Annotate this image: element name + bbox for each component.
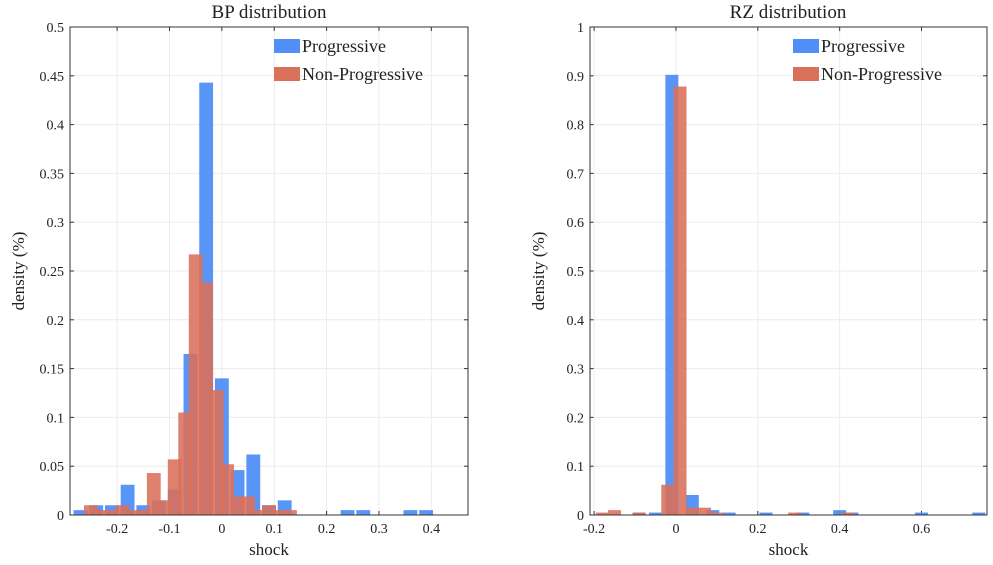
y-tick-label: 0.2 [47, 314, 65, 329]
non-progressive-bar [84, 505, 98, 515]
non-progressive-bar [251, 510, 266, 515]
progressive-bar [73, 510, 88, 515]
non-progressive-series [84, 254, 297, 515]
non-progressive-legend-swatch [793, 67, 819, 81]
progressive-bar [796, 512, 810, 515]
non-progressive-bar [104, 510, 119, 515]
y-axis-label: density (%) [529, 232, 548, 311]
x-tick-label: 0.4 [831, 522, 849, 537]
non-progressive-legend-label: Non-Progressive [302, 64, 423, 84]
progressive-bar [972, 512, 986, 515]
bp-chart: 0 0.05 0.1 0.15 0.2 0.25 0.3 0.35 0.4 0.45 0.5 -0.2… [9, 2, 469, 559]
y-tick-label: 0.25 [40, 265, 65, 280]
x-tick-label: 0 [218, 522, 225, 537]
y-tick-label: 0.3 [567, 363, 585, 378]
x-tick-label: -0.2 [106, 522, 128, 537]
y-tick-label: 0.05 [40, 460, 65, 475]
non-progressive-legend-label: Non-Progressive [821, 64, 942, 84]
non-progressive-bar [209, 390, 224, 515]
y-tick-label: 0.1 [47, 411, 65, 426]
x-axis-label: shock [249, 540, 289, 559]
non-progressive-bar [178, 412, 193, 515]
y-tick-label: 0.2 [567, 411, 585, 426]
non-progressive-bar [698, 507, 712, 515]
non-progressive-bar [199, 282, 214, 515]
y-tick-label: 0 [577, 509, 584, 524]
y-tick-label: 0.15 [40, 363, 65, 378]
rz-chart: 00.10.20.30.40.50.60.70.80.91-0.2 0 0.2 0.4… [529, 2, 988, 559]
non-progressive-bar [595, 512, 609, 515]
y-tick-label: 0.35 [40, 167, 65, 182]
non-progressive-bar [262, 505, 276, 515]
non-progressive-bar [608, 510, 622, 515]
legend: Progressive Non-Progressive [793, 36, 942, 84]
non-progressive-bar [788, 512, 802, 515]
x-tick-label: 0 [672, 522, 679, 537]
non-progressive-bar [115, 505, 130, 515]
non-progressive-bar [661, 484, 675, 515]
non-progressive-bar [632, 512, 646, 515]
progressive-legend-swatch [793, 39, 819, 53]
non-progressive-series [595, 86, 855, 515]
x-axis-label: shock [769, 540, 809, 559]
progressive-bar [649, 512, 662, 515]
axes-frame [589, 26, 988, 516]
progressive-bar [833, 510, 847, 515]
non-progressive-bar [136, 510, 151, 515]
progressive-bar [759, 512, 773, 515]
non-progressive-bar [146, 473, 161, 515]
y-tick-label: 1 [577, 21, 584, 36]
non-progressive-bar [283, 510, 297, 515]
legend: Progressive Non-Progressive [274, 36, 423, 84]
non-progressive-bar [710, 512, 724, 515]
x-tick-label: 0.4 [423, 522, 441, 537]
y-tick-label: 0.5 [47, 21, 65, 36]
non-progressive-bar [188, 254, 203, 515]
progressive-legend-label: Progressive [302, 36, 386, 56]
non-progressive-legend-swatch [274, 67, 300, 81]
progressive-legend-label: Progressive [821, 36, 905, 56]
y-tick-label: 0.4 [567, 314, 585, 329]
progressive-bar [915, 512, 928, 515]
non-progressive-bar [167, 459, 182, 515]
axes-frame [69, 26, 469, 516]
x-tick-label: -0.1 [158, 522, 180, 537]
y-tick-label: 0.5 [567, 265, 585, 280]
non-progressive-bar [241, 496, 255, 515]
y-tick-label: 0.8 [567, 119, 585, 134]
progressive-bar [722, 512, 736, 515]
x-tick-label: 0.6 [913, 522, 931, 537]
non-progressive-bar [841, 512, 855, 515]
non-progressive-bar [685, 507, 699, 515]
y-tick-label: 0 [57, 509, 64, 524]
x-tick-label: 0.2 [749, 522, 767, 537]
y-tick-label: 0.4 [47, 119, 65, 134]
chart-title: BP distribution [212, 2, 327, 23]
y-tick-label: 0.7 [567, 167, 585, 182]
x-tick-label: 0.1 [265, 522, 283, 537]
progressive-bar [340, 510, 355, 515]
progressive-bar [403, 510, 418, 515]
y-tick-label: 0.3 [47, 216, 65, 231]
non-progressive-bar [272, 510, 287, 515]
y-tick-label: 0.45 [40, 70, 65, 85]
non-progressive-bar [230, 496, 245, 515]
chart-title: RZ distribution [730, 2, 847, 23]
non-progressive-bar [125, 510, 140, 515]
x-tick-label: 0.3 [370, 522, 388, 537]
progressive-legend-swatch [274, 39, 300, 53]
progressive-bar [419, 510, 434, 515]
y-tick-label: 0.6 [567, 216, 585, 231]
y-tick-label: 0.1 [567, 460, 585, 475]
y-axis-label: density (%) [9, 232, 28, 311]
non-progressive-bar [220, 464, 235, 515]
x-tick-label: -0.2 [583, 522, 605, 537]
x-tick-label: 0.2 [318, 522, 336, 537]
progressive-bar [356, 510, 371, 515]
non-progressive-bar [157, 500, 172, 515]
y-tick-label: 0.9 [567, 70, 585, 85]
non-progressive-bar [673, 86, 687, 515]
non-progressive-bar [94, 510, 109, 515]
